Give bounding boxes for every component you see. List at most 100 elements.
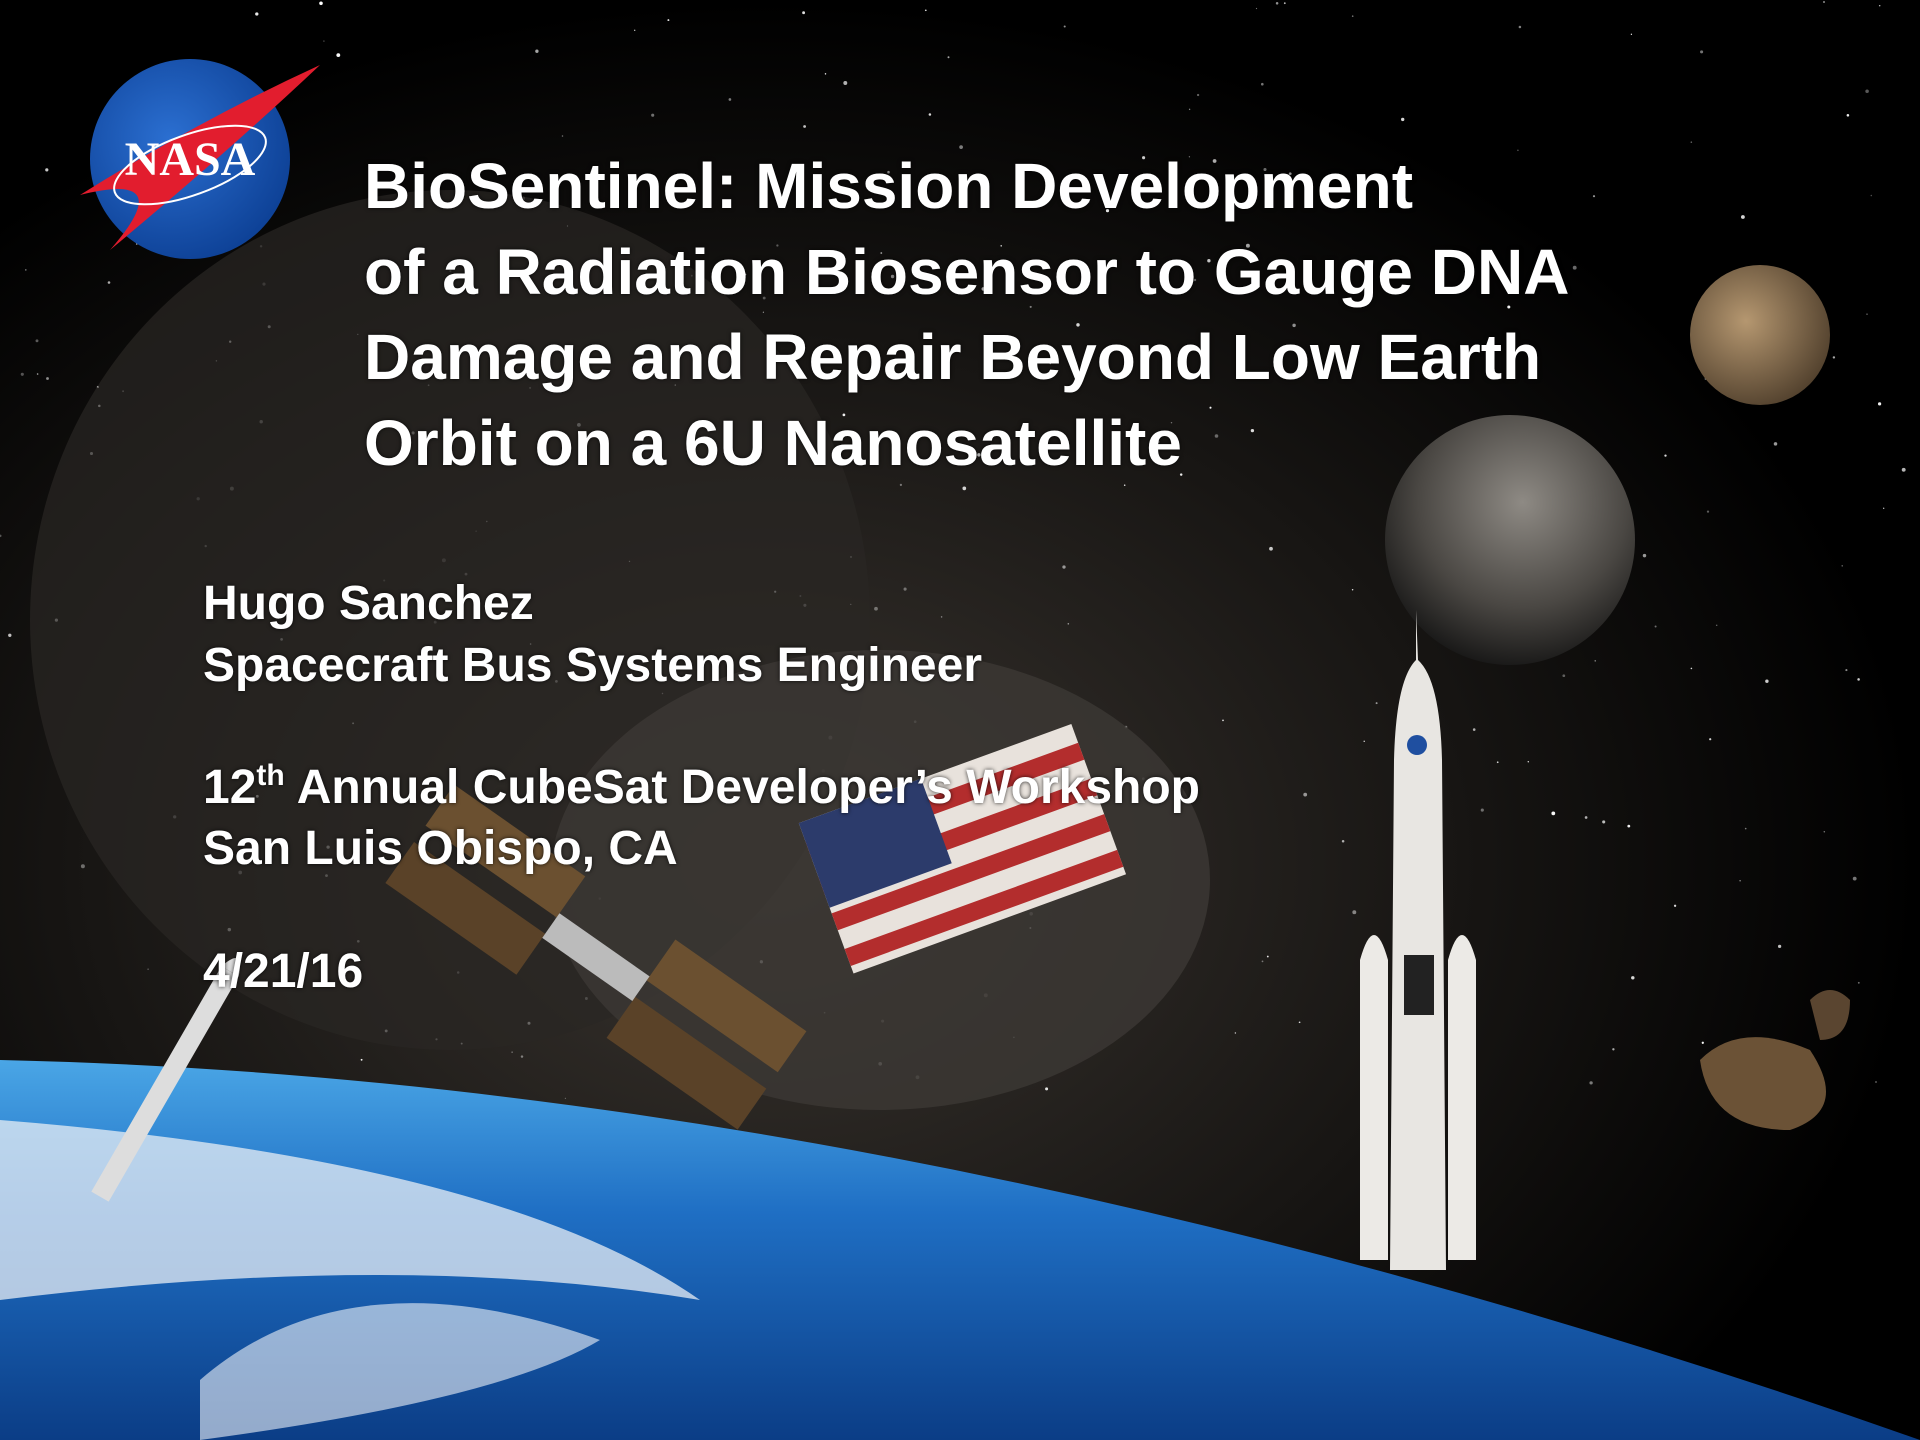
star xyxy=(1774,442,1778,446)
star xyxy=(521,1055,523,1057)
star xyxy=(108,281,111,284)
star xyxy=(8,634,11,637)
star xyxy=(1352,589,1353,590)
star xyxy=(1269,547,1273,551)
star xyxy=(1847,114,1850,117)
star xyxy=(1352,910,1356,914)
date: 4/21/16 xyxy=(203,948,363,996)
event-location: San Luis Obispo, CA xyxy=(203,825,678,873)
star xyxy=(1707,510,1709,512)
star xyxy=(1857,678,1860,681)
star xyxy=(1833,356,1835,358)
star xyxy=(1342,840,1345,843)
star xyxy=(323,40,324,41)
star xyxy=(37,373,39,375)
star xyxy=(1674,905,1676,907)
star xyxy=(1853,877,1857,881)
star xyxy=(874,607,878,611)
star xyxy=(565,1098,566,1099)
star xyxy=(948,56,950,58)
star xyxy=(1879,5,1880,6)
star xyxy=(1064,25,1066,27)
star xyxy=(1655,625,1657,627)
star xyxy=(729,98,732,101)
event-number: 12 xyxy=(203,761,256,814)
star xyxy=(1700,50,1703,53)
star xyxy=(1741,215,1745,219)
star xyxy=(255,12,258,15)
star xyxy=(1124,484,1125,485)
star xyxy=(1845,669,1847,671)
star xyxy=(1473,728,1476,731)
star xyxy=(1823,1,1825,3)
star xyxy=(929,113,932,116)
star xyxy=(36,339,39,342)
star xyxy=(1691,668,1693,670)
star xyxy=(81,864,85,868)
star xyxy=(1262,961,1264,963)
star xyxy=(1778,945,1781,948)
star xyxy=(802,11,805,14)
star xyxy=(962,487,966,491)
logo-text: NASA xyxy=(125,133,256,186)
star xyxy=(1284,2,1286,4)
star xyxy=(1352,15,1354,17)
star xyxy=(1631,34,1632,35)
star xyxy=(651,114,654,117)
star xyxy=(1573,266,1577,270)
star xyxy=(535,50,538,53)
star xyxy=(1765,679,1768,682)
star xyxy=(1664,454,1666,456)
star xyxy=(1878,402,1881,405)
star xyxy=(1631,976,1634,979)
star xyxy=(925,9,927,11)
star xyxy=(1883,508,1884,509)
star xyxy=(1595,660,1596,661)
star xyxy=(1739,880,1740,881)
star xyxy=(1222,720,1224,722)
star xyxy=(361,1059,363,1061)
title-line: of a Radiation Biosensor to Gauge DNA xyxy=(364,240,1569,304)
star xyxy=(1517,149,1519,151)
star xyxy=(825,73,826,74)
title-line: Damage and Repair Beyond Low Earth xyxy=(364,325,1541,389)
star xyxy=(1267,956,1269,958)
star xyxy=(319,2,323,6)
star xyxy=(25,269,27,271)
star xyxy=(1256,8,1257,9)
star xyxy=(1364,741,1365,742)
star xyxy=(1702,1042,1704,1044)
star xyxy=(1709,738,1711,740)
star xyxy=(1299,1021,1301,1023)
star xyxy=(803,125,806,128)
star xyxy=(1865,90,1869,94)
star xyxy=(1551,812,1555,816)
star xyxy=(667,19,669,21)
star xyxy=(1519,26,1522,29)
star xyxy=(634,30,635,31)
star xyxy=(1643,554,1646,557)
star xyxy=(1593,195,1595,197)
star xyxy=(1612,1048,1614,1050)
star xyxy=(1376,702,1378,704)
star xyxy=(1902,468,1906,472)
title-line: Orbit on a 6U Nanosatellite xyxy=(364,411,1182,475)
star xyxy=(1875,1081,1877,1083)
event-name: Annual CubeSat Developer’s Workshop xyxy=(297,761,1200,814)
star xyxy=(1716,625,1717,626)
star xyxy=(1824,831,1825,832)
star xyxy=(1261,83,1264,86)
star xyxy=(1866,313,1868,315)
star xyxy=(900,484,902,486)
star xyxy=(1276,2,1279,5)
star xyxy=(1303,793,1307,797)
moon xyxy=(1385,415,1635,665)
star xyxy=(336,53,340,57)
title-line: BioSentinel: Mission Development xyxy=(364,154,1413,218)
star xyxy=(1497,761,1499,763)
star xyxy=(1562,674,1565,677)
star xyxy=(562,135,564,137)
star xyxy=(1068,623,1070,625)
star xyxy=(1589,1081,1592,1084)
